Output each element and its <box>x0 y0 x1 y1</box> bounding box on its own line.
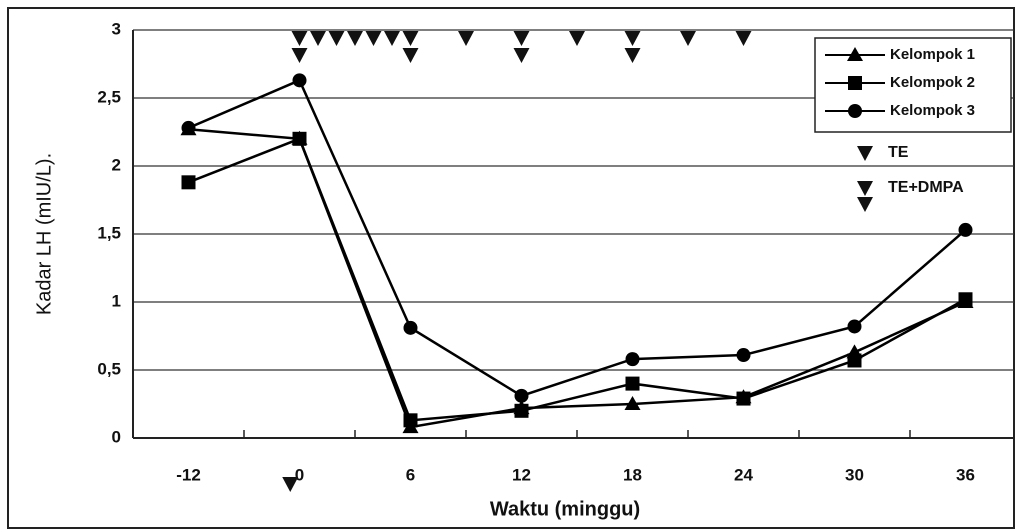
treatment-marker <box>329 31 345 46</box>
treatment-marker <box>282 477 298 492</box>
treatment-marker <box>366 31 382 46</box>
treatment-marker <box>310 31 326 46</box>
y-tick-label: 1 <box>112 291 121 310</box>
legend-marker <box>848 104 862 118</box>
data-point <box>293 73 307 87</box>
data-point <box>959 223 973 237</box>
treatment-marker <box>292 48 308 63</box>
y-tick-label: 1,5 <box>97 223 121 242</box>
treatment-marker <box>458 31 474 46</box>
series-line <box>189 129 966 427</box>
treatment-marker <box>292 31 308 46</box>
data-point <box>848 353 862 367</box>
legend-marker <box>848 76 862 90</box>
data-point <box>404 321 418 335</box>
legend-label: Kelompok 3 <box>890 102 975 119</box>
y-tick-label: 3 <box>112 19 121 38</box>
y-tick-label: 2,5 <box>97 87 121 106</box>
data-point <box>737 392 751 406</box>
treatment-marker <box>514 31 530 46</box>
data-point <box>626 377 640 391</box>
treatment-marker <box>625 31 641 46</box>
data-point <box>404 413 418 427</box>
chart: Waktu (minggu) Kadar LH (mIU/L). 0 0,5 1 1,… <box>0 0 1015 529</box>
legend-label: TE+DMPA <box>888 179 964 196</box>
legend-label: Kelompok 2 <box>890 74 975 91</box>
treatment-marker <box>625 48 641 63</box>
data-point <box>959 292 973 306</box>
legend-label: TE <box>888 144 909 161</box>
data-point <box>182 175 196 189</box>
x-tick-label: -12 <box>176 465 201 484</box>
page: Waktu (minggu) Kadar LH (mIU/L). 0 0,5 1 1,… <box>0 0 1015 529</box>
x-axis-label: Waktu (minggu) <box>490 498 640 520</box>
y-tick-label: 2 <box>112 155 121 174</box>
data-point <box>293 132 307 146</box>
x-tick-label: 24 <box>734 465 753 484</box>
data-point <box>515 404 529 418</box>
treatment-marker <box>569 31 585 46</box>
y-tick-label: 0,5 <box>97 359 121 378</box>
legend-label: Kelompok 1 <box>890 46 975 63</box>
x-tick-label: 0 <box>295 465 304 484</box>
legend-marker <box>857 146 873 161</box>
x-tick-label: 30 <box>845 465 864 484</box>
legend-marker <box>857 181 873 196</box>
data-point <box>515 389 529 403</box>
data-point <box>848 319 862 333</box>
data-point <box>182 121 196 135</box>
treatment-marker <box>384 31 400 46</box>
treatment-marker <box>680 31 696 46</box>
data-point <box>626 352 640 366</box>
treatment-marker <box>347 31 363 46</box>
x-tick-label: 12 <box>512 465 531 484</box>
x-tick-label: 36 <box>956 465 975 484</box>
treatment-marker <box>403 48 419 63</box>
data-point <box>737 348 751 362</box>
x-tick-label: 6 <box>406 465 415 484</box>
treatment-marker <box>403 31 419 46</box>
treatment-marker <box>736 31 752 46</box>
legend-marker <box>857 197 873 212</box>
treatment-marker <box>514 48 530 63</box>
y-axis-label: Kadar LH (mIU/L). <box>33 153 55 315</box>
y-tick-label: 0 <box>112 427 121 446</box>
x-tick-label: 18 <box>623 465 642 484</box>
